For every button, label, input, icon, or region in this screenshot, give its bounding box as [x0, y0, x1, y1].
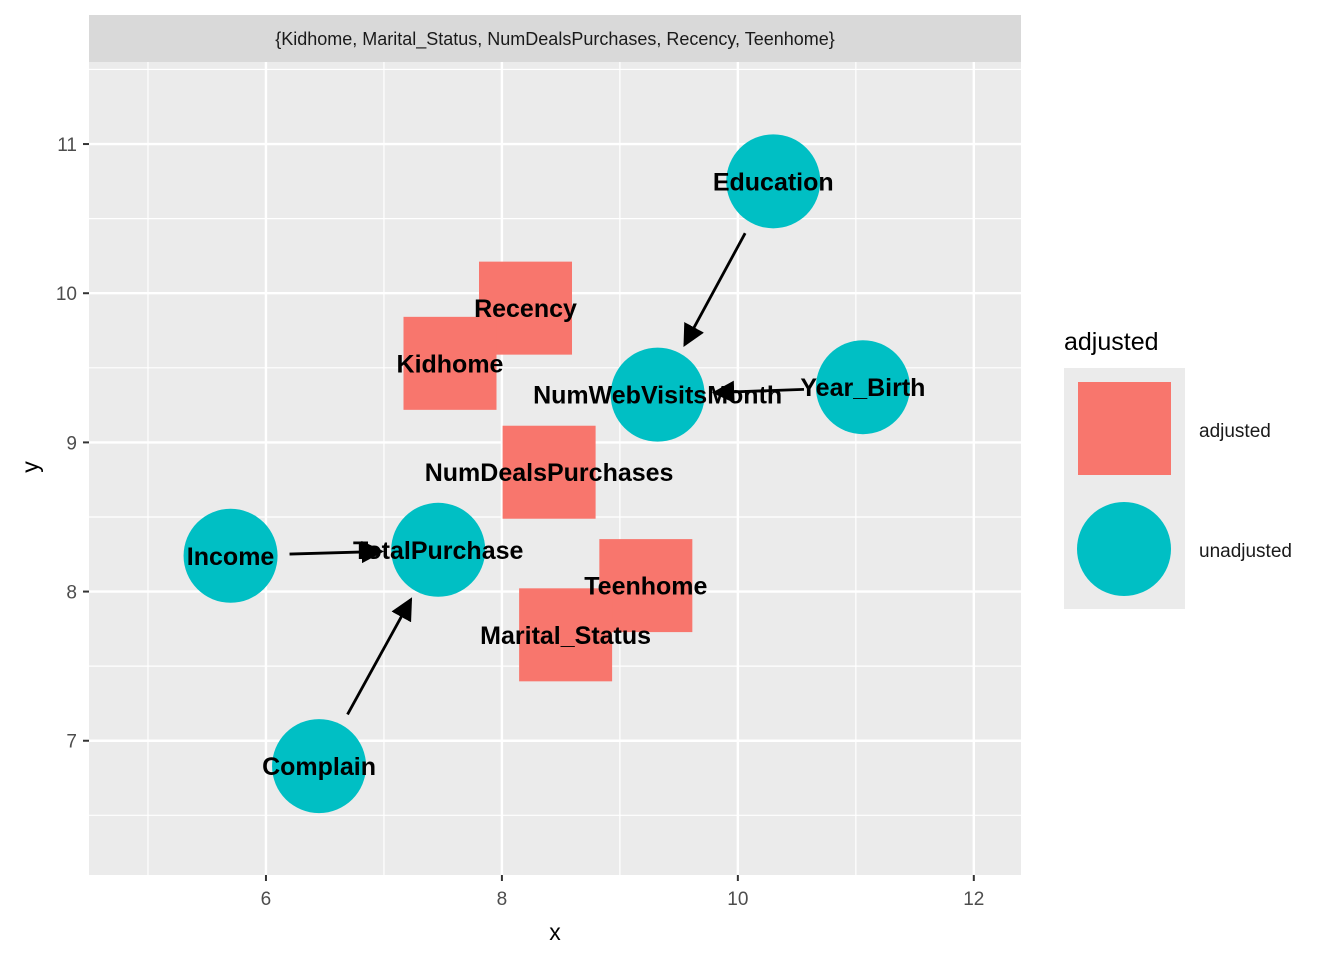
node-circle-numwebvisitsmonth	[610, 347, 705, 442]
node-label-year-birth: Year_Birth	[800, 374, 925, 402]
edge-arrow	[683, 232, 747, 348]
node-label-teenhome: Teenhome	[584, 573, 707, 601]
node-label-education: Education	[713, 168, 834, 196]
node-square-numdealspurchases	[502, 425, 596, 519]
node-circle-complain	[272, 719, 367, 814]
node-circle-income	[183, 508, 278, 603]
y-tick-label: 8	[66, 583, 77, 604]
y-tick-label: 7	[66, 732, 77, 753]
edge-arrow	[289, 540, 385, 564]
x-axis-title: x	[549, 919, 561, 945]
legend: adjusted adjusted unadjusted	[1064, 328, 1292, 609]
legend-label-unadjusted: unadjusted	[1199, 541, 1292, 562]
node-circle-education	[726, 134, 821, 229]
node-circle-year-birth	[815, 340, 910, 435]
y-axis-title: y	[17, 461, 43, 473]
node-label-totalpurchase: TotalPurchase	[353, 537, 524, 565]
legend-key-adjusted	[1078, 382, 1171, 475]
node-label-numwebvisitsmonth: NumWebVisitsMonth	[533, 382, 782, 410]
x-tick-label: 6	[261, 889, 272, 910]
legend-title: adjusted	[1064, 328, 1159, 356]
facet-strip	[89, 15, 1021, 62]
y-tick-label: 11	[57, 135, 77, 156]
node-label-complain: Complain	[262, 753, 376, 781]
nodes	[183, 134, 910, 814]
edge-arrow	[346, 597, 413, 716]
y-tick-label: 10	[56, 284, 77, 305]
node-label-numdealspurchases: NumDealsPurchases	[425, 459, 674, 487]
legend-key-unadjusted	[1077, 502, 1171, 596]
x-tick-label: 10	[727, 889, 748, 910]
edges	[289, 232, 805, 716]
edge-arrow	[711, 380, 805, 404]
legend-label-adjusted: adjusted	[1199, 421, 1271, 442]
node-label-income: Income	[187, 543, 275, 571]
facet-strip-label: {Kidhome, Marital_Status, NumDealsPurcha…	[275, 29, 835, 50]
x-tick-label: 12	[963, 889, 984, 910]
node-square-teenhome	[599, 539, 693, 633]
node-label-marital-status: Marital_Status	[480, 622, 651, 650]
node-square-marital-status	[519, 588, 613, 682]
x-tick-label: 8	[497, 889, 508, 910]
axis-ticks	[83, 143, 975, 881]
node-label-kidhome: Kidhome	[397, 350, 504, 378]
node-circle-totalpurchase	[391, 502, 486, 597]
node-labels: Education Recency Kidhome NumWebVisitsMonth…	[187, 168, 926, 781]
y-tick-label: 9	[66, 433, 77, 454]
tick-labels: 6 8 10 12 7 8 9 10 11	[56, 135, 985, 910]
node-label-recency: Recency	[474, 295, 577, 323]
node-square-kidhome	[403, 316, 497, 410]
